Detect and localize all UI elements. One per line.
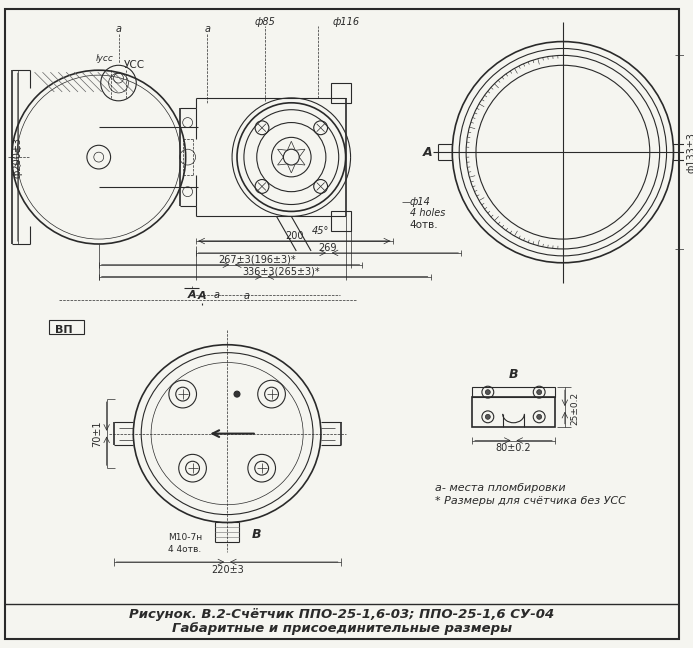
Text: 4 holes: 4 holes	[410, 209, 445, 218]
Text: ф133±3: ф133±3	[686, 132, 693, 172]
Text: 220±3: 220±3	[211, 565, 243, 575]
Circle shape	[536, 414, 542, 419]
Text: a: a	[244, 292, 250, 301]
Text: 269: 269	[319, 243, 337, 253]
Text: ВП: ВП	[55, 325, 73, 335]
Text: М10-7н: М10-7н	[168, 533, 202, 542]
Text: ф200±3: ф200±3	[12, 137, 23, 178]
Circle shape	[536, 389, 542, 395]
Text: a: a	[213, 290, 219, 301]
Text: 267±3(196±3)*: 267±3(196±3)*	[218, 255, 295, 265]
Bar	[472, 388, 555, 397]
Text: A: A	[187, 290, 196, 301]
Bar	[331, 83, 351, 103]
Text: 4отв.: 4отв.	[410, 220, 439, 230]
Text: Рисунок. В.2-Счётчик ППО-25-1,6-03; ППО-25-1,6 СУ-04: Рисунок. В.2-Счётчик ППО-25-1,6-03; ППО-…	[129, 608, 554, 621]
Circle shape	[234, 391, 240, 397]
Bar	[49, 320, 84, 334]
Text: В: В	[252, 528, 261, 541]
Text: 80±0.2: 80±0.2	[495, 443, 532, 454]
Text: УСС: УСС	[123, 60, 145, 70]
Text: 4 4отв.: 4 4отв.	[168, 545, 201, 553]
Circle shape	[485, 414, 490, 419]
Text: ф116: ф116	[332, 17, 359, 27]
Text: 25±0.2: 25±0.2	[570, 392, 579, 426]
Text: 336±3(265±3)*: 336±3(265±3)*	[243, 267, 320, 277]
Text: а- места пломбировки: а- места пломбировки	[435, 483, 565, 493]
Text: lусс: lусс	[96, 54, 114, 63]
Text: a: a	[204, 24, 211, 34]
Text: 200: 200	[285, 231, 304, 241]
Text: ф14: ф14	[410, 196, 430, 207]
Bar	[472, 397, 555, 426]
Text: Габаритные и присоединительные размеры: Габаритные и присоединительные размеры	[172, 621, 511, 634]
Circle shape	[485, 389, 490, 395]
Text: 70±1: 70±1	[91, 421, 102, 447]
Text: 45°: 45°	[313, 226, 330, 236]
Text: * Размеры для счётчика без УСС: * Размеры для счётчика без УСС	[435, 496, 625, 505]
Text: A: A	[423, 146, 432, 159]
Text: A: A	[198, 292, 207, 301]
Text: В: В	[509, 368, 518, 381]
Text: ф85: ф85	[254, 17, 275, 27]
Text: a: a	[116, 24, 121, 34]
Bar	[331, 211, 351, 231]
